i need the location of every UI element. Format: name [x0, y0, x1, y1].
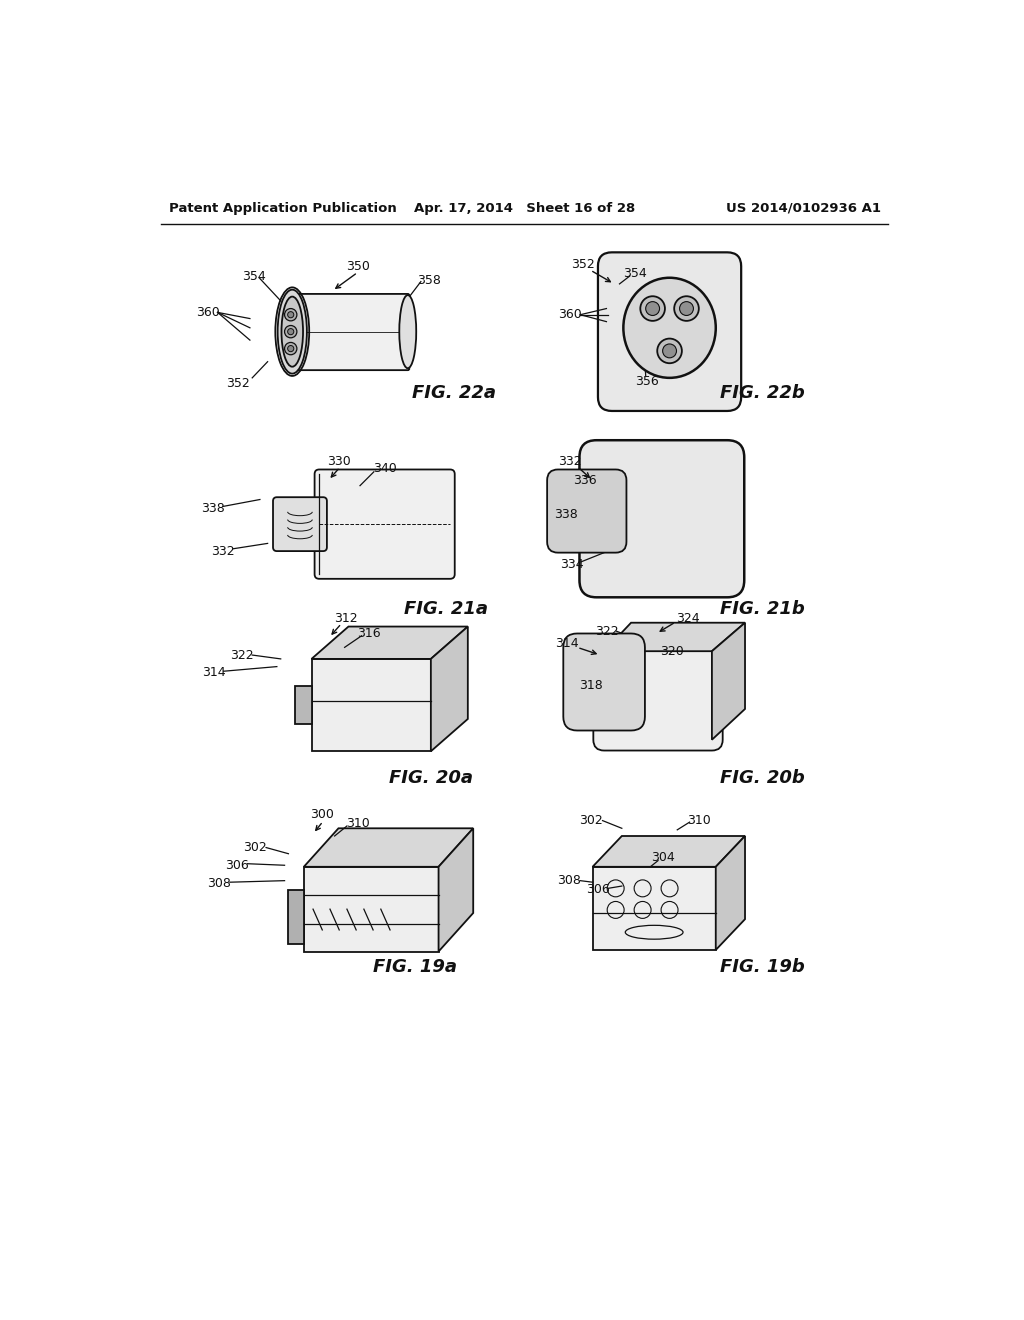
FancyBboxPatch shape	[273, 498, 327, 552]
Circle shape	[680, 301, 693, 315]
Text: 310: 310	[687, 814, 711, 828]
Ellipse shape	[282, 297, 303, 367]
Circle shape	[288, 312, 294, 318]
Circle shape	[288, 329, 294, 335]
Text: 324: 324	[676, 612, 699, 626]
FancyBboxPatch shape	[563, 634, 645, 730]
Ellipse shape	[624, 277, 716, 378]
Text: 322: 322	[230, 648, 254, 661]
Text: US 2014/0102936 A1: US 2014/0102936 A1	[726, 202, 881, 215]
Text: 314: 314	[555, 638, 579, 649]
Polygon shape	[311, 659, 431, 751]
FancyBboxPatch shape	[593, 640, 723, 751]
Text: 306: 306	[586, 883, 610, 896]
Ellipse shape	[399, 296, 416, 368]
Text: 318: 318	[580, 680, 603, 693]
Circle shape	[657, 338, 682, 363]
Text: 350: 350	[346, 260, 370, 273]
Text: FIG. 22b: FIG. 22b	[720, 384, 804, 403]
Circle shape	[646, 301, 659, 315]
FancyBboxPatch shape	[547, 470, 627, 553]
Circle shape	[663, 345, 677, 358]
Text: 360: 360	[196, 306, 219, 319]
Text: 338: 338	[201, 502, 225, 515]
Text: 360: 360	[558, 308, 582, 321]
Text: FIG. 20b: FIG. 20b	[720, 770, 804, 787]
Polygon shape	[438, 829, 473, 952]
Text: 310: 310	[346, 817, 370, 830]
Text: 332: 332	[558, 454, 582, 467]
Text: 316: 316	[357, 627, 381, 640]
Text: 336: 336	[573, 474, 597, 487]
Text: 330: 330	[327, 454, 350, 467]
Circle shape	[285, 326, 297, 338]
Text: 308: 308	[557, 874, 582, 887]
Circle shape	[285, 309, 297, 321]
Text: 302: 302	[244, 841, 267, 854]
Text: FIG. 21b: FIG. 21b	[720, 599, 804, 618]
Text: 356: 356	[635, 375, 658, 388]
Text: 334: 334	[560, 558, 584, 572]
Text: 304: 304	[651, 851, 675, 865]
Text: 300: 300	[309, 808, 334, 821]
Text: 332: 332	[211, 545, 234, 557]
FancyBboxPatch shape	[598, 252, 741, 411]
Text: 302: 302	[580, 814, 603, 828]
Polygon shape	[593, 867, 716, 950]
Ellipse shape	[278, 289, 307, 374]
Text: 340: 340	[373, 462, 396, 475]
Text: 306: 306	[225, 859, 249, 871]
Polygon shape	[295, 686, 311, 725]
Circle shape	[640, 296, 665, 321]
Text: 352: 352	[226, 376, 250, 389]
Text: 352: 352	[571, 259, 595, 271]
Text: FIG. 22a: FIG. 22a	[412, 384, 496, 403]
Polygon shape	[712, 623, 745, 739]
Text: FIG. 20a: FIG. 20a	[389, 770, 473, 787]
Text: 308: 308	[207, 878, 231, 890]
Polygon shape	[289, 890, 304, 944]
Circle shape	[285, 342, 297, 355]
Polygon shape	[304, 867, 438, 952]
FancyBboxPatch shape	[291, 294, 410, 370]
Text: 358: 358	[418, 273, 441, 286]
Text: Patent Application Publication: Patent Application Publication	[169, 202, 397, 215]
Polygon shape	[593, 836, 745, 867]
Polygon shape	[304, 829, 473, 867]
Text: 354: 354	[242, 269, 265, 282]
Text: 354: 354	[623, 268, 647, 280]
FancyBboxPatch shape	[580, 441, 744, 597]
Polygon shape	[311, 627, 468, 659]
Text: 322: 322	[595, 626, 618, 639]
Text: FIG. 19b: FIG. 19b	[720, 958, 804, 975]
Text: FIG. 21a: FIG. 21a	[404, 599, 488, 618]
Polygon shape	[604, 623, 745, 651]
Text: 312: 312	[335, 611, 358, 624]
Text: FIG. 19a: FIG. 19a	[374, 958, 458, 975]
Text: 314: 314	[202, 667, 225, 680]
Text: 320: 320	[660, 644, 684, 657]
FancyBboxPatch shape	[314, 470, 455, 578]
Polygon shape	[431, 627, 468, 751]
Polygon shape	[716, 836, 745, 950]
Circle shape	[674, 296, 698, 321]
Circle shape	[288, 346, 294, 351]
Text: 338: 338	[554, 508, 578, 520]
Text: Apr. 17, 2014 Sheet 16 of 28: Apr. 17, 2014 Sheet 16 of 28	[414, 202, 636, 215]
